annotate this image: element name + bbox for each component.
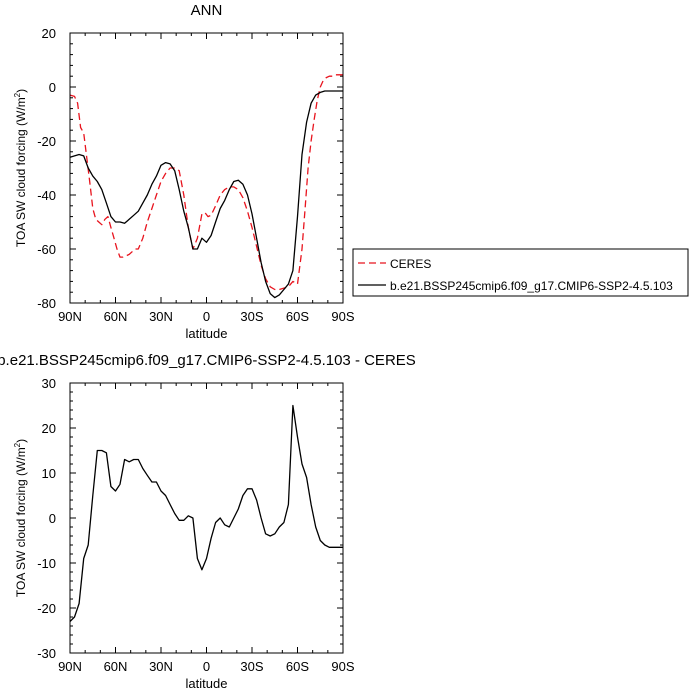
plot-frame [69,382,344,654]
x-axis-label: latitude [186,326,228,341]
y-tick-label: -10 [37,556,56,571]
x-tick-label: 30N [149,659,173,674]
x-axis-label: latitude [186,676,228,691]
chart-title: b.e21.BSSP245cmip6.f09_g17.CMIP6-SSP2-4.… [0,352,416,369]
y-tick-label: -30 [37,646,56,661]
x-tick-label: 60S [286,309,309,324]
y-tick-label: 20 [42,26,56,41]
x-tick-label: 90N [58,659,82,674]
y-axis-label-main: TOA SW cloud forcing (W/m [14,447,28,597]
bottom-panel: b.e21.BSSP245cmip6.f09_g17.CMIP6-SSP2-4.… [0,352,416,691]
plot-frame [69,32,344,304]
x-tick-label: 90S [331,309,354,324]
y-tick-label: 30 [42,376,56,391]
x-tick-label: 30S [240,309,263,324]
y-axis-label-close: ) [14,89,28,93]
x-tick-label: 60N [104,659,128,674]
y-axis-label-superscript: 2 [13,92,22,97]
y-axis-label: TOA SW cloud forcing (W/m2) [13,89,28,247]
legend-label: CERES [390,257,431,271]
legend-label: b.e21.BSSP245cmip6.f09_g17.CMIP6-SSP2-4.… [390,279,673,293]
chart-title: ANN [191,2,223,19]
y-tick-label: 0 [49,80,56,95]
legend-box [352,248,689,297]
y-axis-label-main: TOA SW cloud forcing (W/m [14,97,28,247]
y-tick-label: -60 [37,242,56,257]
x-tick-label: 30S [240,659,263,674]
series-line-panel1-0 [69,404,343,622]
y-tick-label: -40 [37,188,56,203]
y-axis-label-superscript: 2 [13,442,22,447]
y-axis-label-close: ) [14,439,28,443]
legend: CERES b.e21.BSSP245cmip6.f09_g17.CMIP6-SS… [352,248,689,297]
y-tick-label: -20 [37,601,56,616]
series-line-ceres [69,74,343,291]
x-tick-label: 0 [203,659,210,674]
y-tick-label: 0 [49,511,56,526]
x-tick-label: 30N [149,309,173,324]
y-tick-label: -80 [37,296,56,311]
series-line-b-e21-bssp245cmip6-f09-g17-cmip6-ssp2-4-5-103 [69,90,343,299]
x-tick-label: 90N [58,309,82,324]
y-axis-label: TOA SW cloud forcing (W/m2) [13,439,28,597]
x-tick-label: 60N [104,309,128,324]
y-tick-label: -20 [37,134,56,149]
x-tick-label: 90S [331,659,354,674]
x-tick-label: 0 [203,309,210,324]
y-tick-label: 20 [42,421,56,436]
y-tick-label: 10 [42,466,56,481]
top-panel: ANN 90N 60N 30N 0 30S 60S 90S 20 0 -20 -40 -60 -80 lat… [13,2,689,341]
x-tick-label: 60S [286,659,309,674]
